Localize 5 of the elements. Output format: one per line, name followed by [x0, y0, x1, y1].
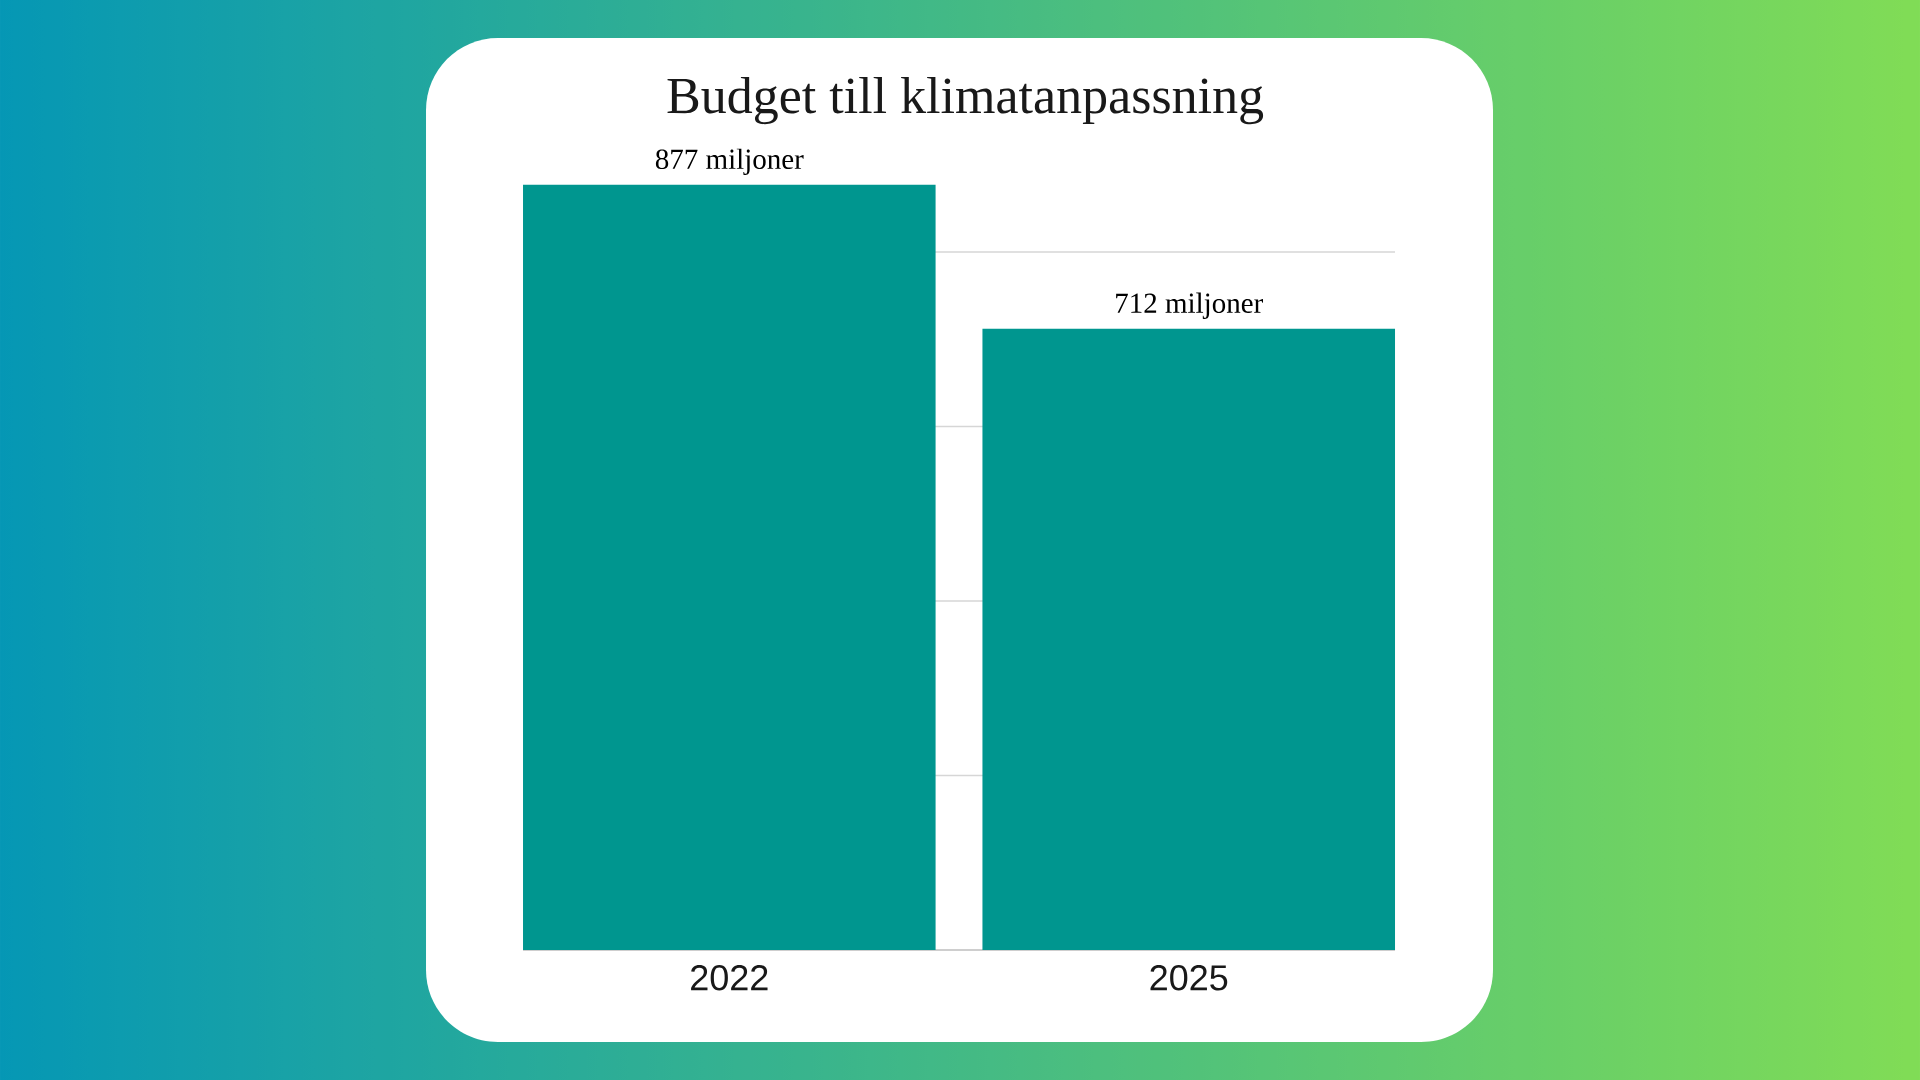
- x-tick-label: 2022: [691, 965, 768, 991]
- data-label: 877 miljoner: [655, 148, 804, 175]
- chart-title: Budget till klimatanpassning: [667, 76, 1264, 125]
- x-tick-label: 2025: [1150, 965, 1228, 991]
- data-label: 712 miljoner: [1116, 292, 1264, 319]
